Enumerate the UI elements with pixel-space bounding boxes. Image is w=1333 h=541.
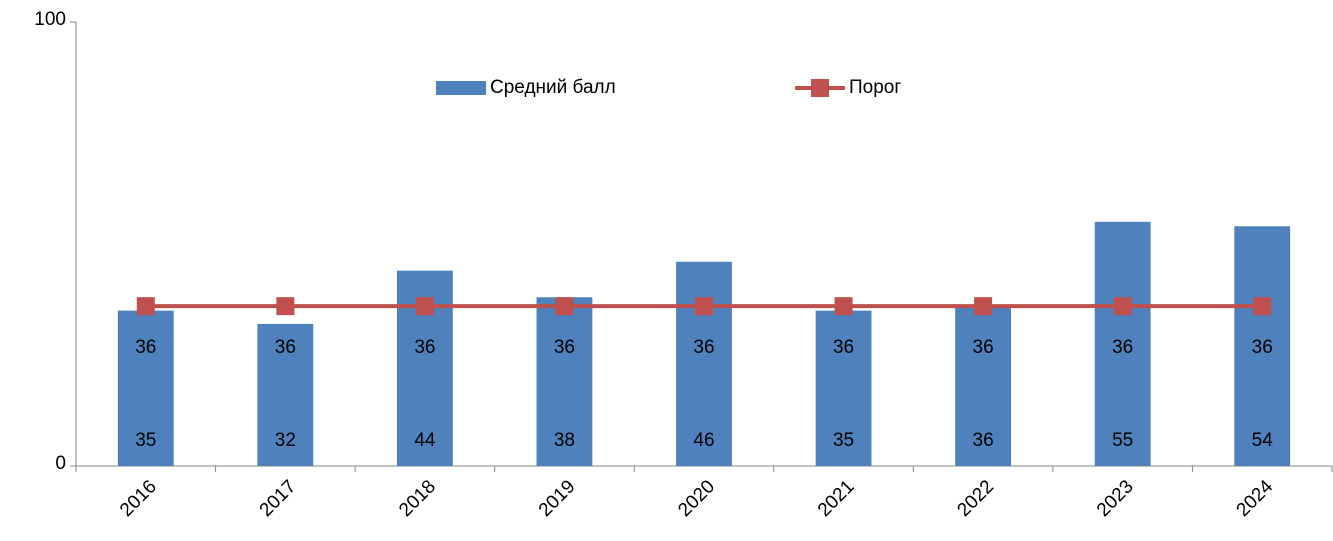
x-tick-label: 2023 <box>1093 476 1138 521</box>
line-value-label: 36 <box>135 337 156 358</box>
x-tick-label: 2024 <box>1233 476 1278 521</box>
bar <box>955 306 1012 466</box>
bar-value-label: 35 <box>833 430 854 451</box>
bar-value-label: 35 <box>135 430 156 451</box>
legend-marker <box>811 79 829 97</box>
line-value-label: 36 <box>973 337 994 358</box>
line-marker <box>834 297 853 316</box>
line-marker <box>415 297 434 316</box>
legend-label: Порог <box>849 77 901 98</box>
bar-value-label: 44 <box>414 430 436 451</box>
line-marker <box>974 297 993 316</box>
line-value-label: 36 <box>1252 337 1273 358</box>
line-marker <box>136 297 155 316</box>
y-tick-label: 100 <box>34 9 66 30</box>
line-value-label: 36 <box>414 337 435 358</box>
legend-label: Средний балл <box>490 77 616 98</box>
line-marker <box>695 297 713 316</box>
line-marker <box>276 297 295 316</box>
bar-value-label: 38 <box>554 430 575 451</box>
bar <box>815 310 872 466</box>
bar <box>257 323 314 466</box>
bar-value-label: 55 <box>1112 430 1133 451</box>
x-tick-label: 2018 <box>395 476 440 521</box>
line-value-label: 36 <box>693 337 714 358</box>
y-tick-label: 0 <box>55 453 66 474</box>
line-value-label: 36 <box>833 337 854 358</box>
line-marker <box>1253 297 1272 316</box>
x-tick-label: 2019 <box>535 476 580 521</box>
bar-value-label: 46 <box>693 430 714 451</box>
line-marker <box>1113 297 1132 316</box>
x-tick-label: 2016 <box>116 476 161 521</box>
x-tick-label: 2017 <box>256 476 301 521</box>
bar <box>1234 226 1291 466</box>
x-tick-label: 2021 <box>814 476 859 521</box>
bar-value-label: 54 <box>1252 430 1274 451</box>
bar <box>676 261 732 466</box>
line-value-label: 36 <box>1112 337 1133 358</box>
x-tick-label: 2020 <box>674 476 719 521</box>
bar-value-label: 36 <box>973 430 994 451</box>
bar <box>117 310 174 466</box>
x-tick-label: 2022 <box>953 476 998 521</box>
bar <box>1094 221 1151 466</box>
legend-swatch <box>436 81 486 95</box>
bar <box>536 297 593 466</box>
line-value-label: 36 <box>275 337 296 358</box>
bar-value-label: 32 <box>275 430 296 451</box>
line-marker <box>555 297 574 316</box>
line-value-label: 36 <box>554 337 575 358</box>
